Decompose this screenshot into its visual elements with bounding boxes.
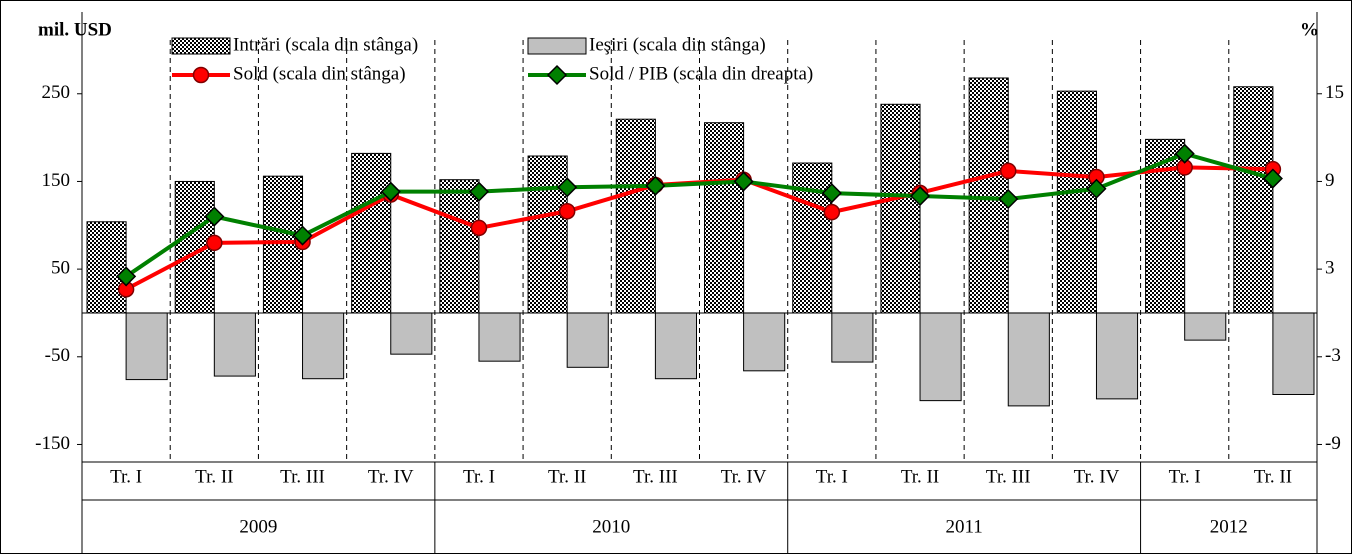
x-tick-label: Tr. IV (368, 466, 414, 487)
y2-tick-label: 9 (1325, 170, 1335, 191)
bar (1007, 312, 1050, 407)
group-label: 2010 (592, 516, 630, 537)
bar (743, 312, 786, 372)
marker (1174, 143, 1195, 164)
x-tick-label: Tr. II (901, 466, 939, 487)
x-tick-label: Tr. II (548, 466, 586, 487)
y-tick-label: -50 (45, 345, 70, 366)
marker (733, 171, 754, 192)
marker (1262, 168, 1283, 189)
bar (1272, 312, 1315, 395)
bar (919, 312, 962, 402)
bar (439, 179, 480, 314)
x-tick-label: Tr. I (1169, 466, 1201, 487)
marker (645, 175, 666, 196)
bar (478, 312, 521, 362)
bar (1233, 86, 1274, 314)
bar (390, 312, 433, 355)
y2-tick-label: 3 (1325, 257, 1335, 278)
bar (302, 312, 345, 380)
x-tick-label: Tr. I (463, 466, 495, 487)
legend-marker (546, 64, 568, 86)
legend-label: Sold (scala din stânga) (233, 63, 406, 84)
marker (292, 225, 313, 246)
marker (558, 203, 576, 220)
marker (821, 183, 842, 204)
bar (86, 221, 127, 314)
marker (998, 188, 1019, 210)
bar (880, 103, 921, 314)
marker (1000, 162, 1017, 180)
legend-label: Sold / PIB (scala din dreapta) (589, 63, 813, 84)
marker (116, 266, 137, 287)
x-tick-label: Tr. II (1254, 466, 1292, 487)
bar (615, 118, 656, 314)
bar (527, 155, 568, 314)
x-tick-label: Tr. III (986, 466, 1031, 487)
bar (566, 312, 609, 368)
y2-tick-label: -9 (1325, 433, 1341, 454)
bar (1095, 312, 1139, 400)
x-tick-label: Tr. III (633, 466, 678, 487)
y-tick-label: 250 (42, 82, 71, 103)
marker (204, 206, 225, 227)
x-tick-label: Tr. I (110, 466, 142, 487)
x-tick-label: Tr. IV (1074, 466, 1120, 487)
bar (831, 312, 874, 363)
y2-tick-label: 15 (1325, 82, 1344, 103)
bar (792, 162, 833, 314)
x-tick-label: Tr. III (280, 466, 325, 487)
y-tick-label: 50 (51, 257, 70, 278)
marker (468, 181, 490, 202)
group-label: 2009 (239, 516, 277, 537)
marker (909, 185, 931, 207)
group-label: 2011 (945, 516, 982, 537)
marker (823, 203, 841, 221)
legend-marker (192, 66, 210, 84)
x-tick-label: Tr. IV (721, 466, 767, 487)
y-tick-label: -150 (35, 433, 70, 454)
marker (206, 234, 223, 252)
x-tick-label: Tr. II (195, 466, 233, 487)
legend-label: Ieşiri (scala din stânga) (589, 34, 766, 55)
group-label: 2012 (1210, 516, 1248, 537)
marker (1086, 178, 1107, 199)
y-tick-label: 150 (42, 170, 71, 191)
legend-swatch (171, 37, 231, 55)
y-axis-label: mil. USD (38, 19, 112, 40)
bar (125, 312, 168, 381)
bar (213, 312, 256, 377)
bar (1056, 90, 1097, 314)
legend-label: Intrări (scala din stânga) (233, 34, 418, 55)
legend-swatch (527, 37, 587, 55)
bar (654, 312, 698, 380)
line (124, 151, 1274, 279)
marker (557, 177, 578, 198)
marker (380, 181, 401, 202)
bar (351, 152, 392, 314)
bar (1184, 312, 1227, 341)
y2-axis-label: % (1300, 19, 1319, 40)
x-tick-label: Tr. I (816, 466, 848, 487)
bar (704, 122, 745, 314)
y2-tick-label: -3 (1325, 345, 1341, 366)
marker (470, 219, 488, 237)
